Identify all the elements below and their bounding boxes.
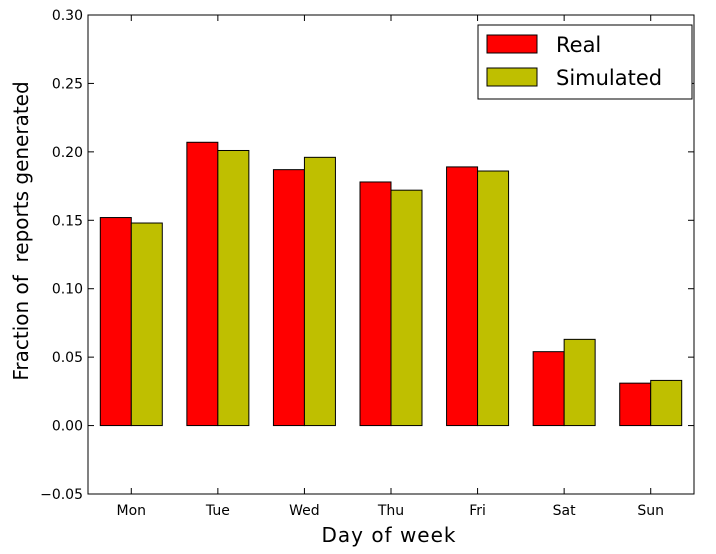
y-ticks-group: −0.05 0.00 0.05 0.10 0.15 0.20 0.25 0.30 [40,8,694,503]
bar-real-tue [186,141,219,427]
legend: Real Simulated [477,24,693,100]
x-tick-label-sat: Sat [553,503,576,519]
y-tick-label: 0.15 [52,213,83,229]
plot-frame [87,14,695,495]
bar-simulated-sat [563,338,596,427]
y-tick-label: 0.20 [52,145,83,161]
bar-real-wed [272,169,305,427]
legend-label-simulated: Simulated [556,66,662,90]
bar-simulated-wed [303,156,336,427]
y-tick-label: 0.30 [52,8,83,24]
y-tick-label: −0.05 [40,487,83,503]
bar-simulated-tue [217,149,250,427]
legend-swatch-real [486,34,538,54]
x-tick-label-tue: Tue [205,503,230,519]
y-tick-label: 0.00 [52,419,83,435]
bar-real-thu [359,181,392,427]
x-tick-label-sun: Sun [637,503,664,519]
bar-real-fri [446,166,479,427]
bar-simulated-mon [130,222,163,427]
y-axis-title: Fraction of reports generated [9,81,33,380]
bar-simulated-sun [650,379,683,427]
bar-real-mon [99,217,132,427]
bar-simulated-fri [477,170,510,427]
y-tick-label: 0.05 [52,350,83,366]
y-tick-label: 0.10 [52,282,83,298]
x-tick-label-fri: Fri [469,503,486,519]
x-ticks-group: Mon Tue Wed Thu Fri Sat Sun [117,15,664,519]
bar-real-sun [619,382,652,427]
x-tick-label-wed: Wed [289,503,320,519]
bar-real-sat [532,351,565,427]
bar-simulated-thu [390,189,423,427]
x-axis-title: Day of week [321,523,456,547]
x-tick-label-mon: Mon [117,503,147,519]
y-tick-label: 0.25 [52,76,83,92]
bars-group [99,141,683,427]
x-tick-label-thu: Thu [377,503,404,519]
legend-label-real: Real [556,33,601,57]
legend-swatch-simulated [486,67,538,87]
